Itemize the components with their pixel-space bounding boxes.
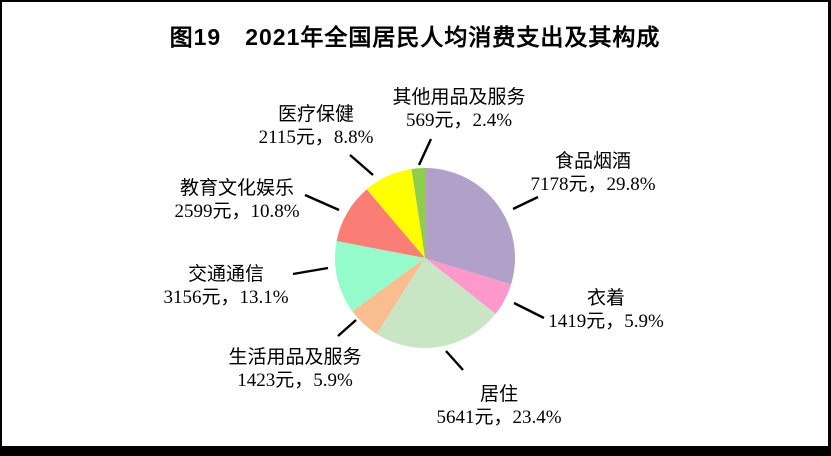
slice-callout-housing: 居住 5641元，23.4%	[436, 383, 561, 429]
slice-label: 居住	[479, 384, 519, 405]
slice-value: 7178元，29.8%	[530, 174, 656, 195]
slice-callout-healthcare: 医疗保健 2115元，8.8%	[259, 103, 374, 149]
slice-callout-clothing: 衣着 1419元，5.9%	[548, 287, 664, 333]
slice-callout-food-tobacco-alcohol: 食品烟酒 7178元，29.8%	[530, 150, 655, 196]
slice-label: 衣着	[586, 288, 626, 309]
leader-line-food-tobacco-alcohol	[512, 195, 539, 211]
slice-value: 5641元，23.4%	[436, 407, 562, 428]
slice-value: 2115元，8.8%	[258, 127, 374, 148]
slice-callout-household-goods-services: 生活用品及服务 1423元，5.9%	[228, 346, 361, 392]
leader-line-household-goods-services	[337, 319, 357, 337]
slice-label: 医疗保健	[277, 104, 354, 125]
leader-line-transport-communication	[292, 266, 329, 276]
slice-label: 生活用品及服务	[228, 347, 362, 368]
slice-value: 569元，2.4%	[405, 110, 513, 131]
pie-slice-food-tobacco-alcohol	[425, 168, 516, 285]
slice-callout-other-goods-services: 其他用品及服务 569元，2.4%	[392, 86, 525, 132]
leader-line-other-goods-services	[417, 138, 433, 166]
slice-label: 食品烟酒	[554, 151, 632, 172]
slice-label: 交通通信	[187, 264, 265, 285]
leader-line-healthcare	[349, 154, 374, 176]
slice-value: 1423元，5.9%	[237, 370, 353, 391]
slice-value: 2599元，10.8%	[174, 201, 300, 222]
pie-slice-transport-communication	[335, 241, 425, 312]
pie-slice-other-goods-services	[411, 168, 425, 258]
slice-label: 教育文化娱乐	[179, 178, 295, 199]
pie-slice-education-culture-entertainment	[336, 189, 425, 258]
chart-title: 图19 2021年全国居民人均消费支出及其构成	[169, 24, 661, 50]
slice-callout-transport-communication: 交通通信 3156元，13.1%	[163, 263, 288, 309]
slice-callout-education-culture-entertainment: 教育文化娱乐 2599元，10.8%	[174, 177, 299, 223]
leader-line-housing	[445, 350, 464, 371]
slice-label: 其他用品及服务	[392, 87, 526, 108]
pie-slice-housing	[376, 258, 496, 349]
pie-slice-clothing	[425, 258, 511, 314]
slice-value: 3156元，13.1%	[163, 287, 289, 308]
pie-slice-healthcare	[366, 169, 425, 258]
slice-value: 1419元，5.9%	[548, 311, 664, 332]
leader-line-clothing	[513, 301, 545, 320]
leader-line-education-culture-entertainment	[304, 193, 340, 212]
pie-slice-household-goods-services	[352, 258, 425, 334]
